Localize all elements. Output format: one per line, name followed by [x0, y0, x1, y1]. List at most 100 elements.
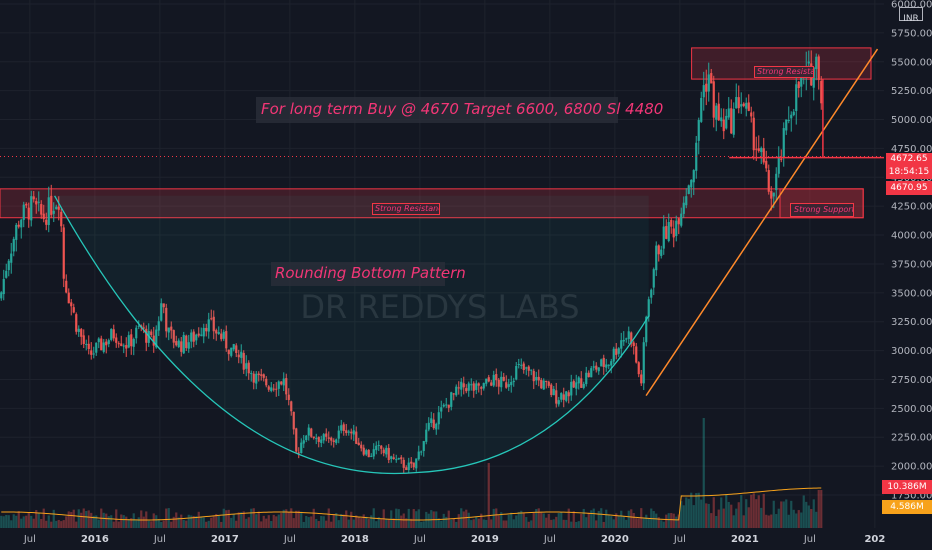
candle-body — [270, 387, 273, 391]
trend-line[interactable] — [645, 48, 879, 397]
candle-body — [725, 115, 728, 129]
volume-ma-line — [1, 487, 822, 521]
support-label[interactable]: Strong Support — [790, 203, 854, 217]
volume-bar — [667, 513, 670, 528]
candle-body — [532, 370, 535, 382]
candle-body — [247, 362, 250, 374]
pattern-annotation[interactable]: Rounding Bottom Pattern — [271, 262, 466, 286]
volume-bar — [265, 518, 268, 528]
candle-body — [727, 108, 730, 118]
volume-label-1-value: 10.386M — [887, 482, 927, 492]
candle-body — [115, 337, 118, 343]
volume-bar — [800, 512, 803, 528]
candle-body — [785, 119, 788, 131]
volume-bar — [107, 516, 110, 528]
volume-bar — [737, 502, 740, 528]
volume-bar — [175, 512, 178, 528]
candle-body — [477, 383, 480, 386]
candle-body — [117, 343, 120, 345]
candle-body — [307, 427, 310, 436]
candle-body — [772, 192, 775, 197]
volume-bar — [292, 518, 295, 528]
volume-bar — [375, 521, 378, 528]
x-tick-label: 2021 — [731, 534, 759, 545]
resistance-mid-label[interactable]: Strong Resistance — [372, 203, 440, 215]
volume-bar — [192, 515, 195, 528]
candle-body — [335, 439, 338, 443]
candle-body — [402, 459, 405, 468]
candle-body — [250, 373, 253, 375]
candle-body — [20, 219, 23, 228]
candle-body — [732, 109, 735, 135]
candle-body — [412, 462, 415, 468]
candle-body — [25, 203, 28, 206]
candle-body — [790, 114, 793, 119]
candle-body — [95, 342, 98, 353]
candle-body — [155, 329, 158, 348]
candle-body — [625, 338, 628, 340]
candle-body — [227, 349, 230, 355]
volume-bar — [595, 520, 598, 528]
rounding-bottom-curve[interactable] — [54, 195, 650, 475]
volume-bar — [252, 508, 255, 528]
volume-bar — [700, 499, 703, 528]
candle-body — [410, 461, 413, 464]
volume-bar — [402, 513, 405, 528]
volume-bar — [417, 509, 420, 528]
price-axis[interactable]: 6000.00 5750.00 5500.00 5250.00 5000.00 4750.… — [891, 0, 932, 502]
volume-bar — [105, 513, 108, 528]
candle-body — [12, 238, 15, 252]
currency-badge[interactable]: INR — [899, 7, 923, 24]
candle-body — [525, 367, 528, 369]
candle-body — [380, 445, 383, 449]
candle-body — [325, 433, 328, 437]
time-axis[interactable]: Jul 2016 Jul 2017 Jul 2018 Jul 2019 Jul 2020 Jul 20… — [0, 528, 932, 550]
candle-body — [165, 307, 168, 332]
candle-body — [622, 339, 625, 342]
resistance-top-label[interactable]: Strong Resistance — [754, 66, 814, 78]
candle-body — [162, 303, 165, 308]
candle-body — [612, 348, 615, 362]
candle-body — [575, 382, 578, 389]
candle-body — [72, 307, 75, 313]
candle-body — [195, 334, 198, 341]
candle-body — [517, 363, 520, 365]
volume-bar — [457, 514, 460, 528]
candle-body — [37, 201, 40, 203]
volume-bar — [120, 514, 123, 528]
candle-body — [367, 449, 370, 458]
volume-bar — [27, 512, 30, 528]
volume-bar — [75, 521, 78, 528]
candle-body — [87, 343, 90, 349]
main-annotation[interactable]: For long term Buy @ 4670 Target 6600, 68… — [256, 97, 663, 123]
candle-body — [212, 316, 215, 332]
volume-bar — [327, 508, 330, 528]
candle-body — [632, 342, 635, 347]
candle-body — [737, 97, 740, 109]
volume-bar — [492, 508, 495, 528]
volume-bar — [275, 516, 278, 528]
x-tick-label: Jul — [413, 534, 426, 545]
volume-bar — [307, 517, 310, 528]
last-price-label: 4672.65 18:54:15 — [886, 153, 932, 179]
candle-body — [460, 381, 463, 390]
candle-body — [290, 401, 293, 412]
volume-bar — [355, 515, 358, 528]
x-tick-label: Jul — [673, 534, 686, 545]
candle-body — [775, 173, 778, 191]
candle-body — [607, 364, 610, 366]
volume-bar — [465, 509, 468, 528]
candle-body — [782, 128, 785, 158]
zone-resistance-top[interactable] — [691, 47, 872, 80]
candle-body — [170, 326, 173, 331]
volume-bar — [47, 515, 50, 528]
volume-bar — [112, 521, 115, 528]
volume-bar — [535, 509, 538, 528]
candle-body — [445, 404, 448, 406]
candle-body — [680, 213, 683, 226]
candle-body — [400, 457, 403, 460]
candle-body — [102, 342, 105, 352]
candle-body — [75, 314, 78, 332]
candle-body — [425, 429, 428, 442]
